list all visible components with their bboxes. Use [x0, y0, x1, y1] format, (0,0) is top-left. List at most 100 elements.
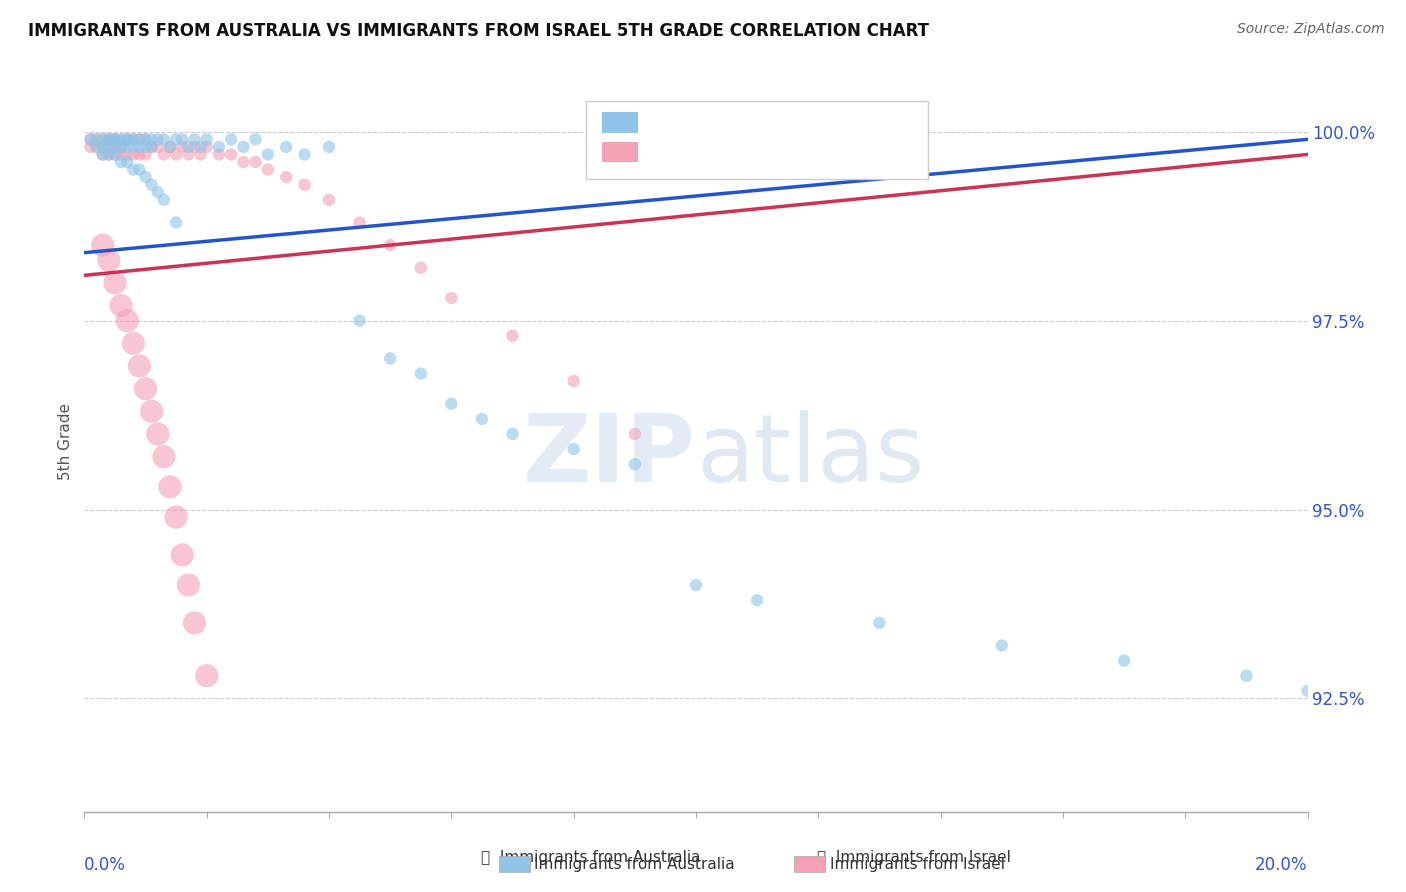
FancyBboxPatch shape	[602, 142, 638, 162]
Point	[110, 132, 132, 146]
Point	[135, 132, 157, 146]
Point	[128, 162, 150, 177]
Point	[97, 147, 120, 161]
Point	[97, 253, 120, 268]
Point	[115, 147, 138, 161]
Point	[294, 178, 316, 192]
Point	[380, 238, 402, 252]
Point	[135, 132, 157, 146]
Point	[115, 132, 138, 146]
Text: Source: ZipAtlas.com: Source: ZipAtlas.com	[1237, 22, 1385, 37]
Text: ⬜  Immigrants from Israel: ⬜ Immigrants from Israel	[817, 850, 1011, 865]
Text: ⬜  Immigrants from Australia: ⬜ Immigrants from Australia	[481, 850, 700, 865]
Point	[245, 132, 267, 146]
Point	[159, 480, 181, 494]
Point	[183, 140, 205, 154]
Point	[122, 132, 145, 146]
Point	[97, 140, 120, 154]
Point	[1114, 654, 1136, 668]
Text: ZIP: ZIP	[523, 410, 696, 502]
Point	[135, 382, 157, 396]
Point	[409, 260, 432, 275]
Point	[219, 132, 242, 146]
Point	[190, 147, 212, 161]
Text: 20.0%: 20.0%	[1256, 856, 1308, 874]
Point	[135, 140, 157, 154]
Point	[86, 132, 108, 146]
Point	[159, 140, 181, 154]
Point	[115, 140, 138, 154]
Point	[122, 132, 145, 146]
Point	[1236, 669, 1258, 683]
Point	[232, 140, 254, 154]
Point	[128, 132, 150, 146]
Point	[97, 147, 120, 161]
Point	[79, 140, 101, 154]
Point	[208, 147, 231, 161]
Point	[135, 170, 157, 185]
Point	[245, 155, 267, 169]
Point	[294, 147, 316, 161]
Point	[276, 170, 298, 185]
Point	[349, 313, 371, 327]
Text: Immigrants from Australia: Immigrants from Australia	[534, 857, 735, 871]
Point	[86, 140, 108, 154]
Point	[135, 147, 157, 161]
Point	[146, 427, 169, 442]
Point	[380, 351, 402, 366]
Point	[91, 147, 114, 161]
Point	[153, 147, 176, 161]
Point	[110, 140, 132, 154]
Point	[128, 140, 150, 154]
Point	[110, 299, 132, 313]
Point	[122, 140, 145, 154]
Point	[104, 140, 127, 154]
Point	[165, 215, 187, 229]
Point	[104, 140, 127, 154]
Point	[86, 132, 108, 146]
Point	[685, 578, 707, 592]
FancyBboxPatch shape	[602, 112, 638, 133]
Point	[122, 147, 145, 161]
Point	[318, 140, 340, 154]
Point	[128, 359, 150, 373]
Point	[115, 313, 138, 327]
Point	[91, 132, 114, 146]
Point	[141, 132, 163, 146]
Point	[165, 132, 187, 146]
Point	[257, 147, 280, 161]
Point	[104, 132, 127, 146]
Point	[208, 140, 231, 154]
Point	[502, 427, 524, 442]
Point	[177, 578, 200, 592]
Point	[128, 132, 150, 146]
Point	[97, 132, 120, 146]
Point	[471, 412, 494, 426]
Point	[219, 147, 242, 161]
Y-axis label: 5th Grade: 5th Grade	[58, 403, 73, 480]
Point	[141, 140, 163, 154]
Point	[141, 140, 163, 154]
Text: 0.0%: 0.0%	[84, 856, 127, 874]
Point	[172, 140, 194, 154]
Text: atlas: atlas	[696, 410, 924, 502]
Point	[146, 186, 169, 200]
FancyBboxPatch shape	[586, 101, 928, 178]
Point	[110, 147, 132, 161]
Point	[104, 147, 127, 161]
Point	[141, 178, 163, 192]
Point	[91, 238, 114, 252]
Point	[409, 367, 432, 381]
Point	[146, 140, 169, 154]
Point	[91, 140, 114, 154]
Point	[91, 147, 114, 161]
Point	[79, 132, 101, 146]
Point	[91, 140, 114, 154]
Text: R = 0.497    N = 66: R = 0.497 N = 66	[651, 144, 813, 161]
Point	[141, 404, 163, 418]
Point	[1296, 683, 1319, 698]
Point	[146, 132, 169, 146]
Point	[349, 215, 371, 229]
Point	[502, 328, 524, 343]
Point	[172, 548, 194, 562]
